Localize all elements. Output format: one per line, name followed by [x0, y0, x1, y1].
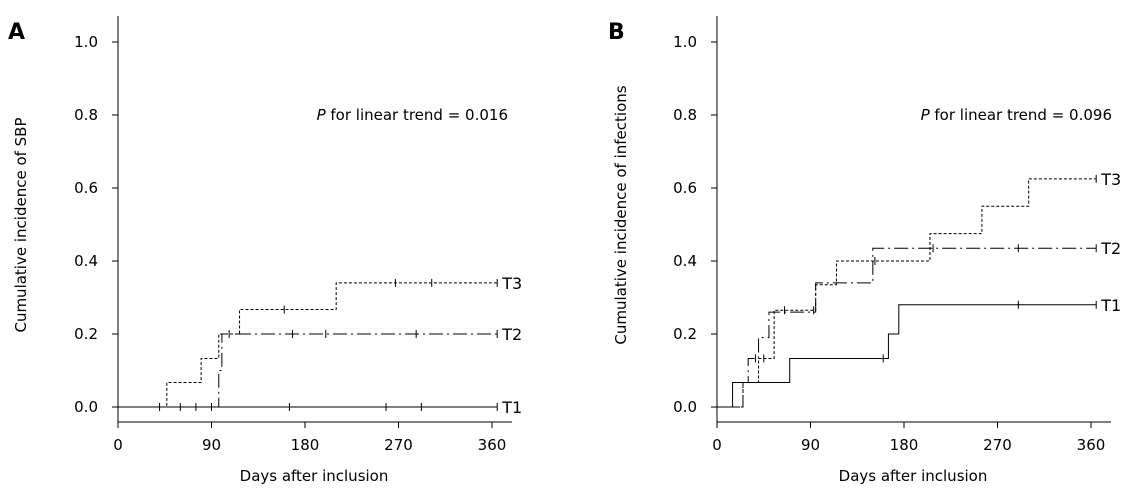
panel-a-x-label: Days after inclusion: [240, 467, 389, 485]
panel-b-series-t3-line: [717, 178, 1097, 408]
panel-b-x-tick-label: 90: [801, 436, 820, 454]
panel-b-series-t2-label: T2: [1100, 239, 1121, 258]
panel-b-y-tick-label: 0.6: [673, 179, 697, 197]
panel-b-series-t1-label: T1: [1100, 296, 1121, 315]
panel-a-x-tick-label: 360: [478, 436, 507, 454]
panel-a-series-t1-label: T1: [501, 398, 522, 417]
panel-b-y-tick-label: 0.4: [673, 252, 697, 270]
panel-b-p-value: P for linear trend = 0.096: [921, 106, 1112, 124]
panel-b-y-tick-label: 1.0: [673, 33, 697, 51]
panel-a-y-label: Cumulative incidence of SBP: [12, 117, 30, 332]
panel-a-y-tick-label: 0.0: [74, 398, 98, 416]
panel-a-y-tick-label: 0.8: [74, 106, 98, 124]
panel-b-x-tick-label: 180: [890, 436, 919, 454]
panel-a-series-t3-label: T3: [501, 274, 522, 293]
panel-b-x-tick-label: 0: [712, 436, 722, 454]
panel-b-y-label: Cumulative incidence of infections: [612, 85, 630, 344]
panel-b-series-t1-line: [717, 304, 1097, 408]
panel-a-x-tick-label: 180: [291, 436, 320, 454]
panel-b-series-t2-line: [717, 247, 1097, 408]
panel-a-y-tick-label: 0.4: [74, 252, 98, 270]
panel-b-y-tick-label: 0.8: [673, 106, 697, 124]
panel-b-x-label: Days after inclusion: [839, 467, 988, 485]
panel-a: A 0.0 0.2 0.4 0.6 0.8 1.0 0 90 180 270 360 T1 T2 T3…: [8, 16, 522, 485]
panel-b-x-tick-label: 270: [983, 436, 1012, 454]
panel-b-y-tick-label: 0.2: [673, 325, 697, 343]
panel-a-x-tick-label: 270: [384, 436, 413, 454]
panel-b-x-tick-label: 360: [1077, 436, 1106, 454]
panel-a-label: A: [8, 20, 25, 45]
panel-a-p-value: P for linear trend = 0.016: [317, 106, 508, 124]
panel-a-series-t2-label: T2: [501, 325, 522, 344]
panel-b-y-tick-label: 0.0: [673, 398, 697, 416]
panel-b-label: B: [608, 20, 625, 45]
panel-a-series-t3-line: [118, 282, 498, 408]
panel-b-series-t3-label: T3: [1100, 170, 1121, 189]
panel-a-x-tick-label: 0: [113, 436, 123, 454]
panel-a-y-tick-label: 0.2: [74, 325, 98, 343]
panel-a-x-tick-label: 90: [202, 436, 221, 454]
panel-a-y-tick-label: 1.0: [74, 33, 98, 51]
panel-a-y-tick-label: 0.6: [74, 179, 98, 197]
panel-b: B 0.0 0.2 0.4 0.6 0.8 1.0 0 90 180 270 360 T1 T2 T3…: [608, 16, 1121, 485]
panel-a-series-t2-line: [118, 333, 498, 408]
